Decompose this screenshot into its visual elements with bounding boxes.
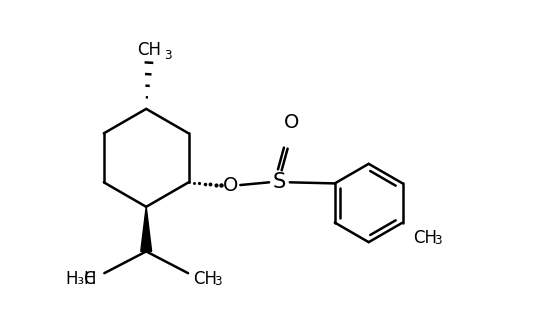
Text: H: H (84, 270, 96, 288)
Text: S: S (272, 172, 286, 192)
Polygon shape (141, 207, 151, 251)
Text: O: O (284, 113, 299, 132)
Text: 3: 3 (434, 234, 442, 247)
Text: O: O (224, 176, 239, 195)
Text: 3: 3 (164, 48, 172, 61)
Text: H₃C: H₃C (65, 270, 96, 288)
Text: CH: CH (414, 229, 438, 247)
Text: CH: CH (193, 270, 217, 288)
Text: 3: 3 (214, 275, 222, 288)
Text: CH: CH (137, 41, 161, 59)
